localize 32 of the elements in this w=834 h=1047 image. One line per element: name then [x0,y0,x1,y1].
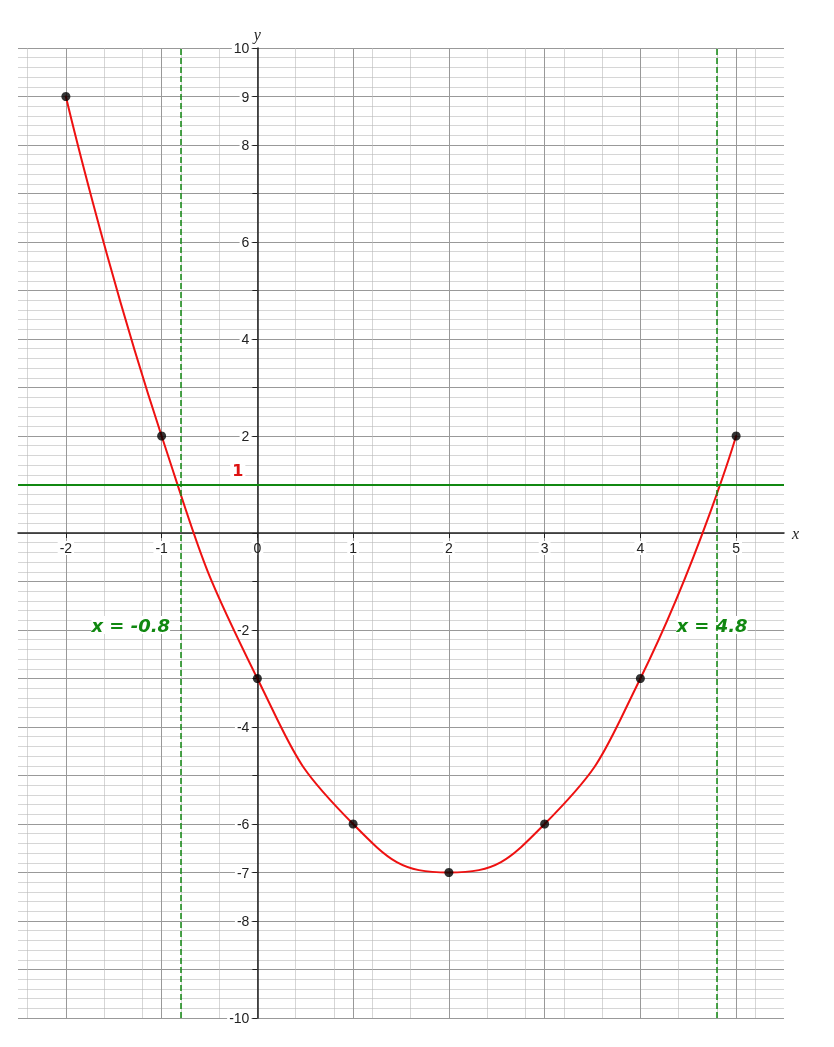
y-tick-label: -4 [236,719,250,735]
y-tick-label: 9 [241,88,250,105]
x-tick-label: -2 [59,540,73,556]
y-tick-label: -8 [236,913,250,929]
y-tick-label: -2 [236,622,250,638]
x-tick-label: 5 [732,540,741,556]
point [252,674,262,683]
y-tick-label: -10 [229,1010,250,1026]
ref-line-label: x = -0.8 [90,614,171,636]
y-tick-label: -7 [236,864,250,881]
point [157,431,167,441]
y-tick-label: 2 [241,428,250,444]
point [348,819,358,829]
point [444,868,454,877]
x-axis-title: x [791,524,800,542]
point [635,674,645,683]
y-axis-title: y [251,25,262,44]
point [731,431,741,441]
x-tick-label: 3 [540,540,549,556]
y-tick-label: 6 [241,234,250,250]
y-tick-label: 10 [233,40,250,56]
point [540,819,550,829]
y-tick-label: 8 [241,137,250,153]
x-tick-label: 4 [636,540,645,556]
y-tick-label: -6 [236,816,250,832]
point [61,92,71,101]
ref-line-label: 1 [232,461,244,480]
y-tick-label: 4 [241,331,250,347]
x-tick-label: 2 [444,540,453,556]
ref-line-label: x = 4.8 [675,614,748,636]
x-tick-label: -1 [155,540,169,556]
x-tick-label: 1 [349,540,358,556]
